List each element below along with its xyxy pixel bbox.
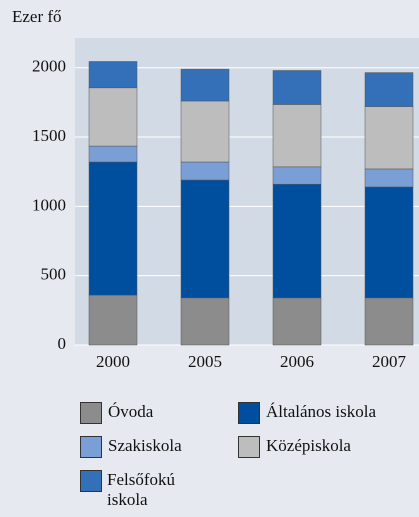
legend-label: Középiskola	[266, 436, 351, 455]
y-tick-label: 1000	[32, 195, 66, 214]
bar-segment	[180, 161, 230, 181]
bar-segment	[364, 168, 414, 188]
legend-label: Általános iskola	[266, 402, 377, 421]
bar-segment	[180, 297, 230, 346]
bar-segment	[180, 100, 230, 163]
x-tick-label: 2000	[96, 352, 130, 371]
bar-segment	[364, 186, 414, 299]
legend-label: Szakiskola	[108, 436, 182, 455]
y-tick-label: 1500	[32, 126, 66, 145]
y-axis-label: Ezer fő	[12, 7, 62, 26]
legend-item: Általános iskola	[238, 402, 418, 424]
bar-segment	[364, 297, 414, 346]
bar-segment	[364, 106, 414, 170]
bar-segment	[88, 145, 138, 163]
x-tick-label: 2005	[188, 352, 222, 371]
legend-swatch	[80, 402, 102, 424]
legend-swatch	[238, 402, 260, 424]
legend-label: Felsőfokú iskola	[107, 470, 175, 509]
x-tick-label: 2007	[372, 352, 407, 371]
legend-swatch	[80, 436, 102, 458]
bar-segment	[180, 68, 230, 102]
legend-swatch	[238, 436, 260, 458]
legend-item: Felsőfokú iskola	[80, 470, 210, 510]
legend-item: Szakiskola	[80, 436, 260, 458]
y-tick-label: 2000	[32, 57, 66, 76]
bar-segment	[180, 179, 230, 299]
bar-segment	[88, 61, 138, 89]
y-tick-label: 0	[58, 334, 67, 353]
bar-segment	[272, 166, 322, 185]
bar-segment	[88, 294, 138, 346]
y-tick-label: 500	[41, 265, 67, 284]
legend-item: Óvoda	[80, 402, 260, 424]
x-tick-label: 2006	[280, 352, 314, 371]
chart: Ezer fő 0 500 1000 1500 2000 2000 2005 2006 2007	[12, 7, 419, 371]
bar-segment	[88, 87, 138, 147]
bar-segment	[272, 70, 322, 105]
legend-swatch	[80, 470, 102, 492]
bar-segment	[272, 104, 322, 168]
legend-label: Óvoda	[108, 402, 154, 421]
bar-segment	[272, 183, 322, 299]
bar-segment	[88, 161, 138, 296]
legend-item: Középiskola	[238, 436, 418, 458]
bar-segment	[272, 297, 322, 346]
bar-segment	[364, 72, 414, 107]
